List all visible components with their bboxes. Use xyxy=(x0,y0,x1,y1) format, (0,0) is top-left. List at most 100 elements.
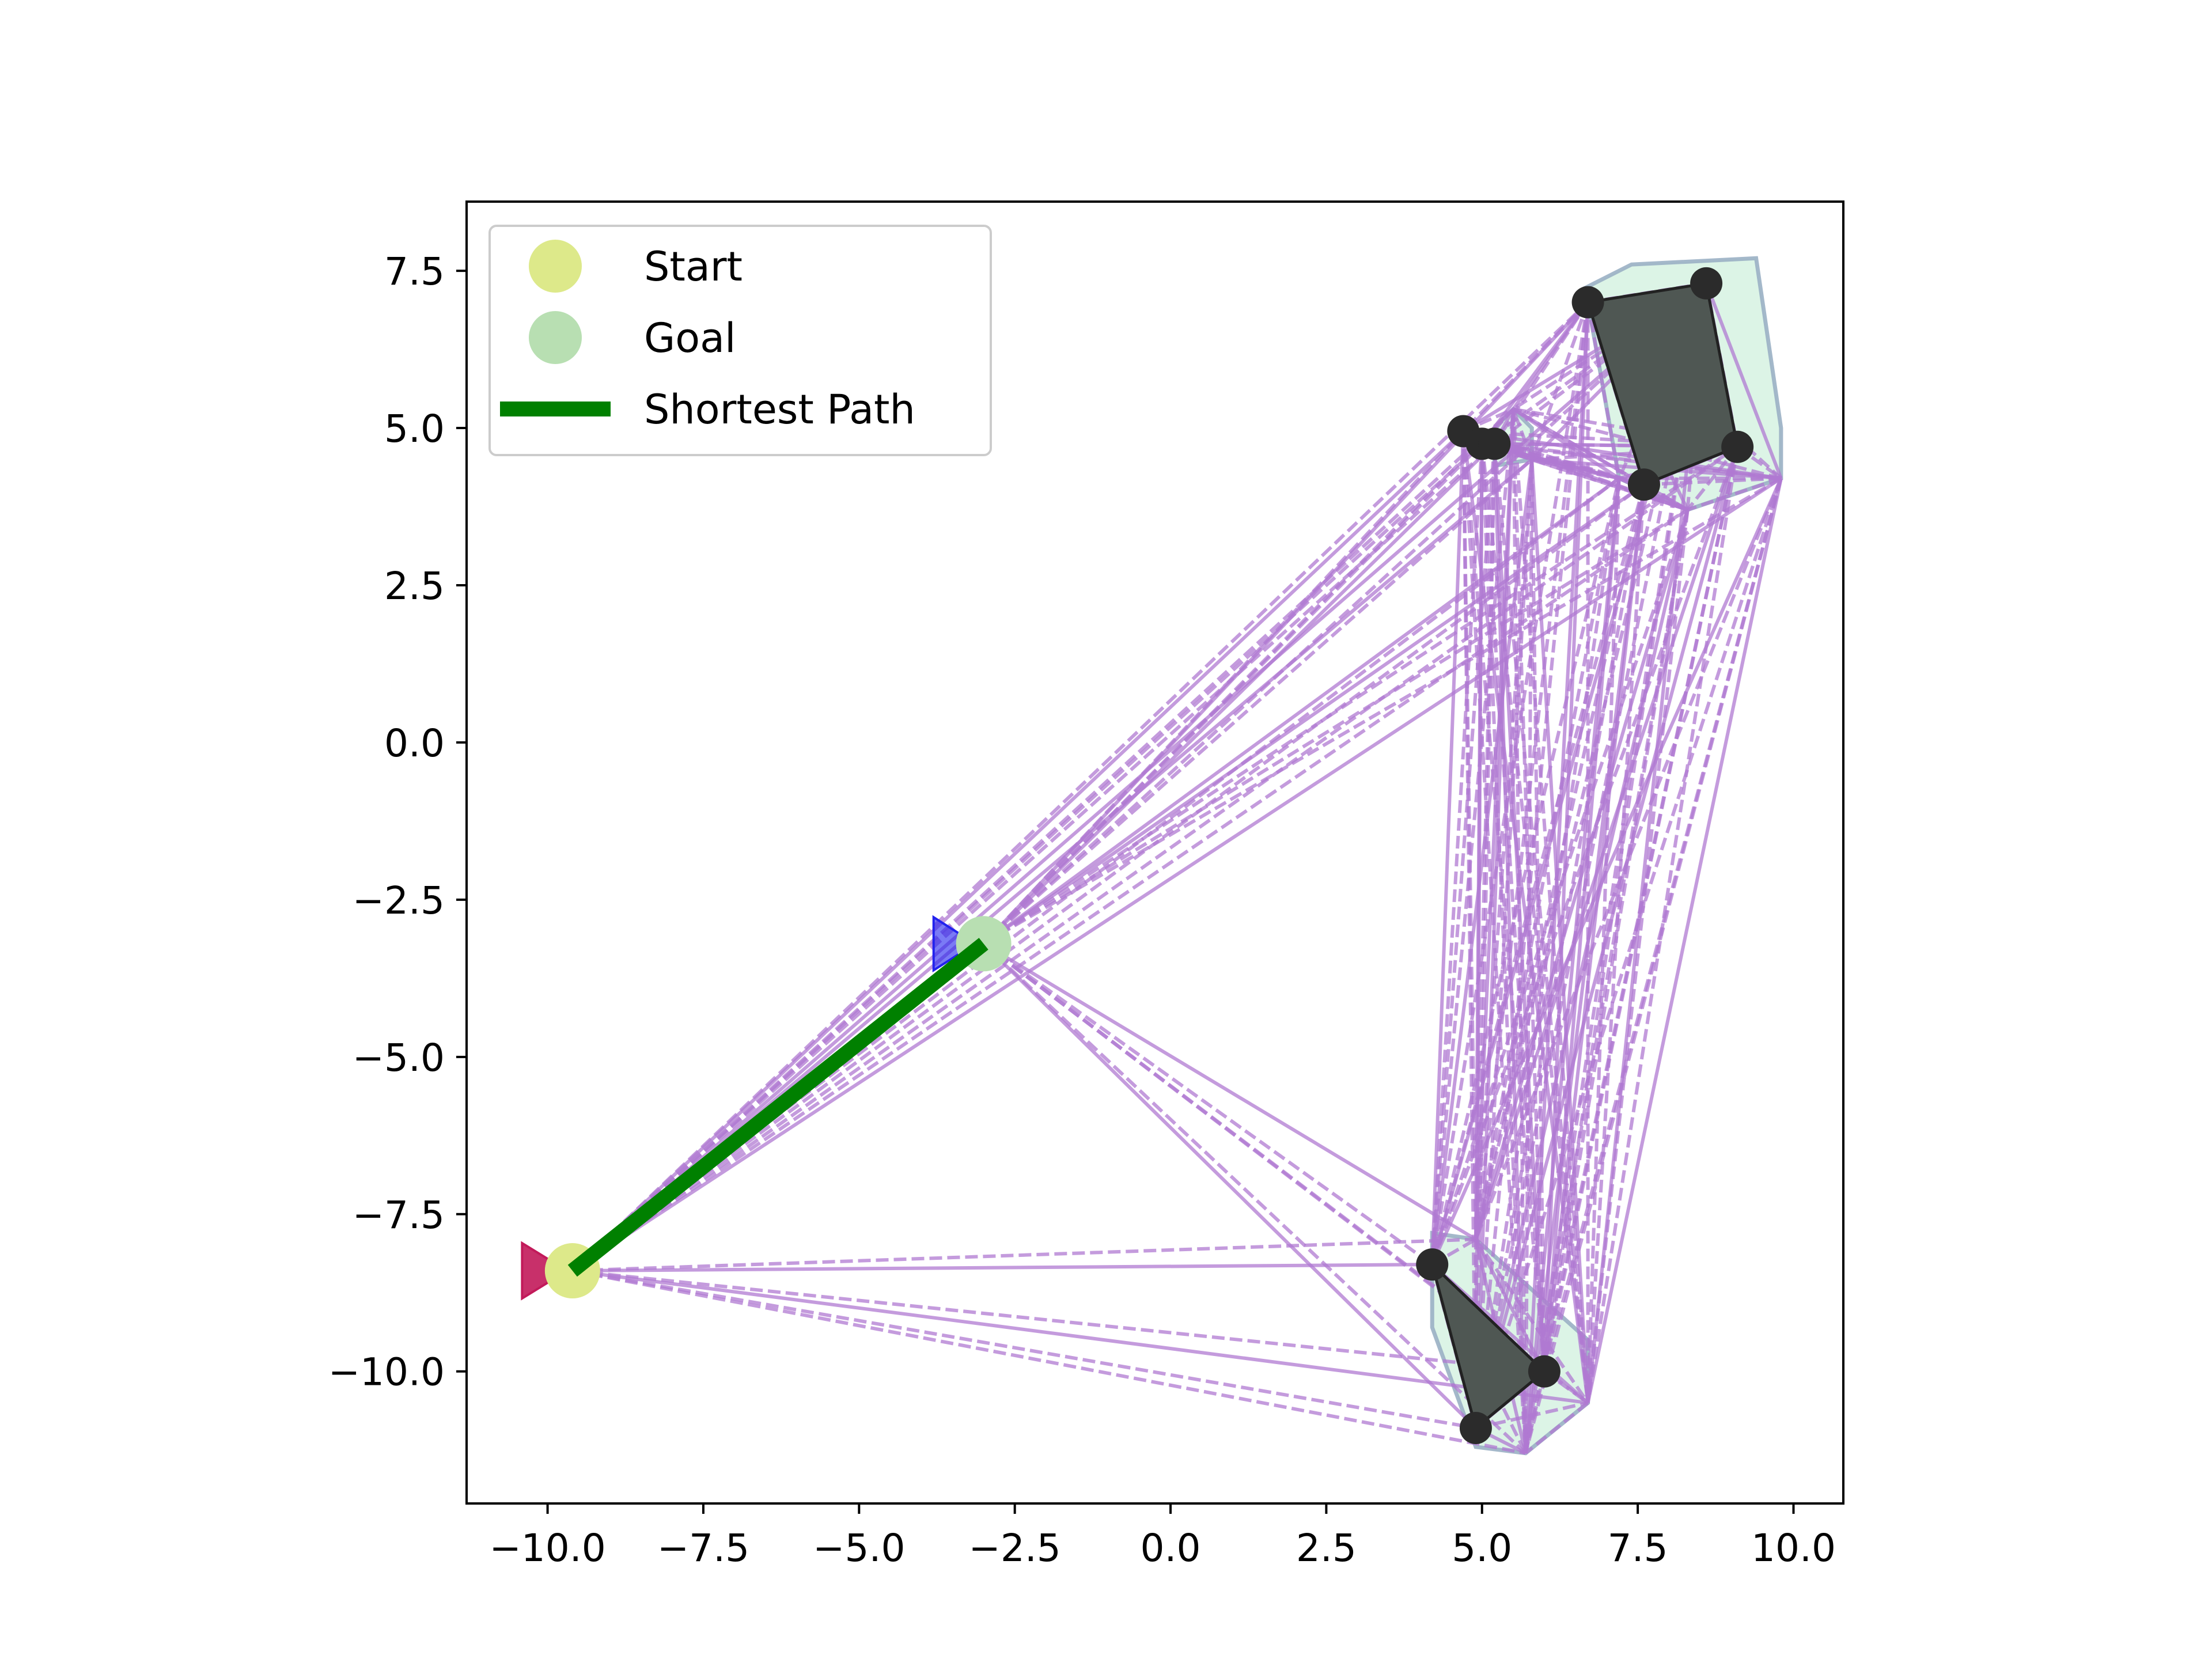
visibility-edge xyxy=(572,1263,1433,1273)
y-tick-label: −7.5 xyxy=(353,1193,445,1237)
y-tick-label: 2.5 xyxy=(384,564,445,608)
visibility-edge xyxy=(1493,444,1546,1372)
visibility-edge xyxy=(982,408,1514,945)
axis-ticks: −10.0 −7.5 −5.0 −2.5 0.0 2.5 5.0 7.5 10.0 −10.0 −7… xyxy=(328,249,1836,1570)
visibility-edge xyxy=(1430,444,1497,1265)
visibility-edge xyxy=(983,508,1689,945)
visibility-edge xyxy=(571,408,1514,1272)
visibility-edges xyxy=(571,281,1783,1455)
visibility-edge xyxy=(1461,431,1546,1372)
legend-label: Shortest Path xyxy=(644,386,915,433)
visibility-edge xyxy=(572,1269,1545,1373)
legend-label: Start xyxy=(644,243,743,290)
visibility-edge xyxy=(1512,407,1620,480)
visibility-edge xyxy=(1532,445,1738,461)
legend-label: Goal xyxy=(644,315,736,362)
plot-area xyxy=(521,256,1783,1456)
start-heading-marker xyxy=(521,1241,570,1301)
visibility-edge xyxy=(1586,446,1740,1403)
visibility-edge xyxy=(982,430,1465,945)
visibility-edge xyxy=(1494,442,1688,512)
visibility-edge xyxy=(1474,1238,1590,1404)
visibility-edge xyxy=(571,442,1496,1272)
x-tick-label: 2.5 xyxy=(1296,1526,1357,1570)
visibility-edge xyxy=(1461,431,1478,1240)
visibility-edge xyxy=(982,445,1738,945)
visibility-edge xyxy=(1474,459,1534,1240)
visibility-edge xyxy=(982,942,1433,1266)
obstacle-vertex xyxy=(1721,430,1754,463)
visibility-edge xyxy=(1512,408,1534,460)
obstacle-vertex xyxy=(1627,468,1660,501)
x-tick-label: −5.0 xyxy=(813,1526,905,1570)
axes-frame xyxy=(465,200,1844,1505)
obstacle-vertex xyxy=(1571,286,1604,319)
visibility-edge xyxy=(571,430,1465,1272)
visibility-edge xyxy=(1542,478,1621,1372)
visibility-edge xyxy=(982,942,1478,1430)
visibility-edge xyxy=(1586,484,1646,1403)
x-tick-label: 7.5 xyxy=(1608,1526,1668,1570)
visibility-edge xyxy=(1511,409,1528,1453)
obstacle-vertex xyxy=(1459,1411,1492,1444)
visibility-edge xyxy=(1430,409,1515,1265)
y-tick-label: −10.0 xyxy=(328,1350,445,1395)
x-tick-label: 10.0 xyxy=(1751,1526,1836,1570)
visibility-edge xyxy=(572,1269,1588,1405)
visibility-edge xyxy=(1531,457,1620,480)
obstacle-vertex xyxy=(1690,267,1723,300)
visibility-edge xyxy=(1474,1238,1546,1373)
visibility-edge xyxy=(1524,509,1690,1454)
y-tick-label: −2.5 xyxy=(353,878,445,923)
visibility-edge xyxy=(1705,282,1783,479)
x-tick-label: −2.5 xyxy=(969,1526,1061,1570)
visibility-edge xyxy=(571,476,1782,1272)
visibility-edge xyxy=(1474,459,1534,1429)
visibility-edge xyxy=(1430,444,1484,1265)
obstacle-vertex xyxy=(1416,1248,1449,1281)
visibility-edge xyxy=(1530,459,1590,1403)
shortest-path-line xyxy=(567,938,988,1277)
legend: Start Goal Shortest Path xyxy=(488,225,992,456)
visibility-edge xyxy=(572,1269,1476,1430)
x-tick-label: 5.0 xyxy=(1452,1526,1512,1570)
obstacle-vertex xyxy=(1528,1355,1560,1388)
visibility-edge xyxy=(982,476,1620,945)
visibility-edge xyxy=(1524,446,1740,1454)
visibility-edge xyxy=(1474,283,1709,1429)
obstacle-lower-right xyxy=(1429,1260,1547,1431)
visibility-edge xyxy=(983,476,1782,945)
y-tick-label: 7.5 xyxy=(384,249,445,294)
visibility-edge xyxy=(1586,302,1621,479)
visibility-edge xyxy=(1586,509,1690,1403)
visibility-edge xyxy=(1586,478,1783,1403)
legend-marker-start xyxy=(529,240,582,293)
visibility-edge xyxy=(1524,1401,1589,1455)
x-tick-label: −7.5 xyxy=(657,1526,749,1570)
x-tick-label: 0.0 xyxy=(1141,1526,1201,1570)
visibility-edge xyxy=(1512,407,1689,512)
y-tick-label: 0.0 xyxy=(384,721,445,766)
visibility-edge xyxy=(982,942,1527,1455)
visibility-edge xyxy=(1686,445,1739,511)
legend-marker-goal xyxy=(529,311,582,364)
visibility-edge xyxy=(572,1269,1527,1455)
visibility-edge xyxy=(982,458,1533,945)
obstacle-vertex xyxy=(1478,427,1511,460)
visibility-edge xyxy=(1474,444,1484,1240)
visibility-edge xyxy=(1511,409,1590,1403)
visibility-edge xyxy=(1462,301,1589,433)
visibility-edge xyxy=(1430,446,1739,1266)
visibility-edge xyxy=(982,442,1496,945)
visibility-edge xyxy=(572,1237,1476,1273)
visibility-edge xyxy=(571,445,1738,1272)
visibility-edge xyxy=(1586,478,1621,1403)
visibility-edge xyxy=(1474,302,1590,1429)
legend-box xyxy=(488,225,992,456)
visibility-edge xyxy=(1474,409,1515,1240)
y-tick-label: 5.0 xyxy=(384,407,445,451)
visibility-edge xyxy=(983,942,1477,1241)
visibility-edge xyxy=(1524,478,1621,1453)
visibility-edge xyxy=(1542,509,1690,1372)
